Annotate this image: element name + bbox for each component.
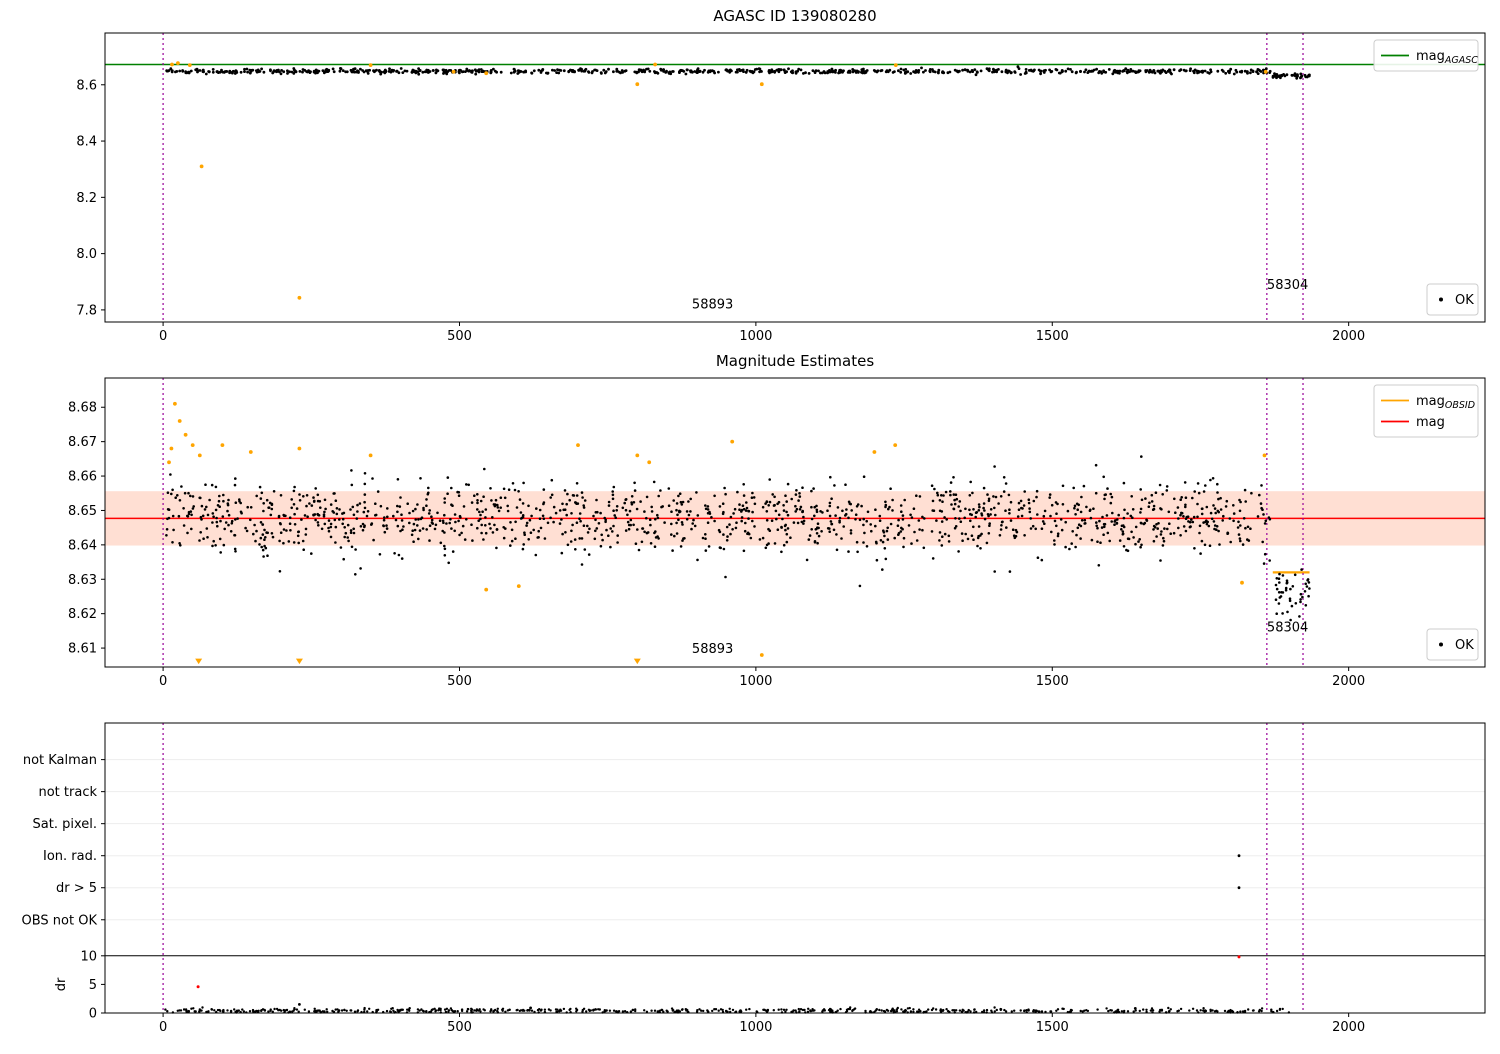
plot3-x-tick-label: 1500 [1036, 1020, 1069, 1035]
plot3-flag-label: not track [38, 785, 97, 800]
plot3-y-tick-label: 5 [89, 978, 97, 993]
plot1-axes-frame [104, 32, 1486, 323]
legend-label: OK [1455, 638, 1474, 653]
plot1-legend-box [1426, 283, 1479, 316]
plot1-x-tick-label: 1000 [739, 329, 772, 344]
plot1-x-tick-label: 1500 [1036, 329, 1069, 344]
plot2-y-tick-label: 8.63 [68, 573, 97, 588]
plot2-annotation: 58893 [692, 642, 733, 657]
plot3-y-tick-label: 0 [89, 1007, 97, 1022]
plot2-x-tick-label: 2000 [1332, 674, 1365, 689]
plot1-legend-box [1373, 39, 1479, 72]
plot1: 58893 58304 0 500 1000 1500 2000 7.8 8.0 8.2 8.4 8.… [76, 7, 1486, 344]
plot2-x-tick-label: 0 [159, 674, 167, 689]
plot3-y-tick-label: 10 [80, 949, 97, 964]
plot2-series-OK [165, 455, 1311, 622]
plot2-y-tick-label: 8.65 [68, 504, 97, 519]
plot1-annotation: 58893 [692, 297, 733, 312]
plot3-axes-frame [104, 722, 1486, 1014]
plot2-axes-frame [104, 377, 1486, 668]
plot3: 0 500 1000 1500 2000 0 5 10 not Kalman not track S… [22, 722, 1486, 1035]
plot2-legend-upper-right: magOBSID mag [1373, 384, 1479, 438]
plot2: 58893 58304 0 500 1000 1500 2000 8.61 8.62 8.63 8.… [68, 352, 1486, 689]
plot2-y-tick-label: 8.62 [68, 607, 97, 622]
legend-label: OK [1455, 293, 1474, 308]
plot3-flag-label: Ion. rad. [43, 849, 97, 864]
plot1-y-tick-label: 7.8 [76, 303, 97, 318]
plot2-series-obsid [167, 401, 1267, 665]
plot2-annotation: 58304 [1267, 621, 1308, 636]
plot3-x-tick-label: 0 [159, 1020, 167, 1035]
plot3-flag-label: dr > 5 [56, 881, 97, 896]
plot3-series-dr [164, 1006, 1291, 1014]
plot3-x-tick-label: 1000 [739, 1020, 772, 1035]
plot2-legend-lower-right: OK [1426, 628, 1479, 661]
plot3-x-tick-label: 2000 [1332, 1020, 1365, 1035]
legend-dot-sample [1439, 297, 1443, 302]
plot3-flag-label: OBS not OK [22, 913, 98, 928]
plot2-y-tick-label: 8.64 [68, 538, 97, 553]
plot2-title: Magnitude Estimates [716, 352, 874, 370]
plot2-y-tick-label: 8.66 [68, 470, 97, 485]
plot3-flag-label: not Kalman [23, 753, 97, 768]
plot1-y-tick-label: 8.6 [76, 78, 97, 93]
plot1-annotation: 58304 [1267, 278, 1308, 293]
plot1-y-tick-label: 8.2 [76, 191, 97, 206]
plot1-series-obsid [170, 61, 1268, 300]
legend-label: magAGASC [1416, 49, 1478, 66]
plot3-flag-label: Sat. pixel. [33, 817, 97, 832]
plot2-x-tick-label: 500 [447, 674, 472, 689]
plot3-series-dr-big [196, 955, 1241, 989]
plot2-legend-box [1373, 384, 1479, 438]
plot2-x-tick-label: 1000 [739, 674, 772, 689]
plot1-y-tick-label: 8.0 [76, 247, 97, 262]
plot1-x-tick-label: 500 [447, 329, 472, 344]
plot2-y-tick-label: 8.68 [68, 401, 97, 416]
plot2-legend-box [1426, 628, 1479, 661]
plot3-x-tick-label: 500 [447, 1020, 472, 1035]
plot1-series-OK [165, 65, 1311, 80]
plot1-title: AGASC ID 139080280 [713, 7, 876, 25]
plot1-y-tick-label: 8.4 [76, 135, 97, 150]
plot3-series-flags [298, 854, 1241, 1010]
legend-dot-sample [1439, 642, 1443, 647]
plot2-y-tick-label: 8.67 [68, 435, 97, 450]
plot3-ylabel: dr [54, 977, 69, 991]
plot1-legend-lower-right: OK [1426, 283, 1479, 316]
plot1-legend-upper-right: magAGASC [1373, 39, 1479, 72]
legend-label: magOBSID [1416, 394, 1475, 411]
plot1-x-tick-label: 2000 [1332, 329, 1365, 344]
legend-label: mag [1416, 415, 1445, 430]
plot1-x-tick-label: 0 [159, 329, 167, 344]
plot2-y-tick-label: 8.61 [68, 642, 97, 657]
plot2-x-tick-label: 1500 [1036, 674, 1069, 689]
